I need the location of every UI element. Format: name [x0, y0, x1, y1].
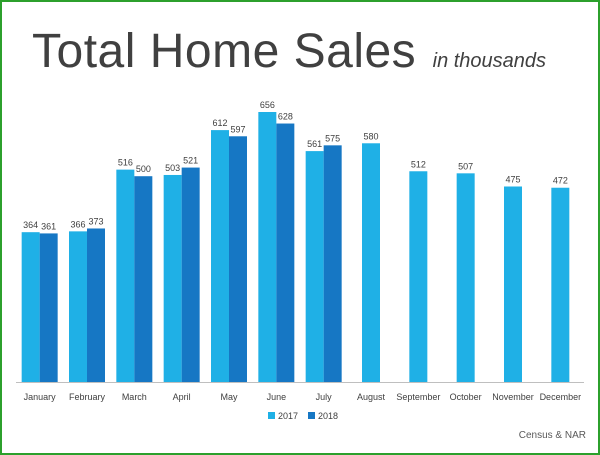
data-label-2018-january: 361 — [41, 221, 56, 231]
bar-2017-december — [551, 187, 570, 382]
data-label-2018-february: 373 — [88, 216, 103, 226]
x-tick-august: August — [357, 392, 386, 402]
data-label-2017-october: 507 — [458, 161, 473, 171]
source-note: Census & NAR — [518, 430, 586, 441]
data-label-2018-april: 521 — [183, 156, 198, 166]
legend-swatch-2018 — [308, 412, 315, 419]
legend: 2017 2018 — [268, 411, 338, 421]
data-label-2017-april: 503 — [165, 163, 180, 173]
bar-2018-april — [181, 167, 200, 382]
data-label-2017-january: 364 — [23, 220, 38, 230]
data-label-2017-august: 580 — [363, 131, 378, 141]
data-label-2017-may: 612 — [212, 118, 227, 128]
bar-2017-august — [362, 143, 380, 382]
x-tick-april: April — [173, 392, 191, 402]
data-label-2018-june: 628 — [278, 112, 293, 122]
bar-2017-november — [504, 186, 522, 382]
data-label-2017-september: 512 — [411, 159, 426, 169]
data-label-2017-march: 516 — [118, 158, 133, 168]
bar-2017-april — [163, 174, 182, 382]
x-tick-november: November — [492, 392, 534, 402]
bar-2018-january — [39, 233, 58, 382]
data-label-2018-may: 597 — [230, 124, 245, 134]
x-tick-june: June — [267, 392, 287, 402]
bar-2018-june — [276, 123, 295, 383]
legend-label-2018: 2018 — [318, 411, 338, 421]
bar-2017-july — [305, 151, 324, 382]
x-tick-october: October — [450, 392, 482, 402]
bar-2017-june — [258, 112, 277, 382]
legend-swatch-2017 — [268, 412, 275, 419]
data-label-2017-june: 656 — [260, 100, 275, 110]
x-tick-december: December — [540, 392, 582, 402]
x-tick-july: July — [316, 392, 333, 402]
data-label-2017-july: 561 — [307, 139, 322, 149]
bar-2017-january — [21, 232, 40, 382]
bar-2017-february — [69, 231, 87, 382]
bar-2018-february — [87, 228, 105, 382]
data-label-2018-march: 500 — [136, 164, 151, 174]
data-label-2017-february: 366 — [70, 219, 85, 229]
legend-label-2017: 2017 — [278, 411, 298, 421]
data-label-2017-november: 475 — [505, 174, 520, 184]
bar-2017-september — [409, 171, 428, 382]
data-label-2017-december: 472 — [553, 176, 568, 186]
bar-2017-march — [116, 169, 135, 382]
x-tick-january: January — [24, 392, 57, 402]
x-tick-may: May — [220, 392, 238, 402]
bar-2018-july — [323, 145, 342, 382]
bar-2018-may — [229, 136, 247, 382]
x-tick-march: March — [122, 392, 147, 402]
chart-title-area: Total Home Sales in thousands — [32, 24, 546, 79]
chart-subtitle: in thousands — [432, 50, 547, 72]
data-label-2018-july: 575 — [325, 133, 340, 143]
x-tick-february: February — [69, 392, 106, 402]
chart-title: Total Home Sales — [32, 25, 417, 78]
bar-2017-may — [211, 130, 229, 382]
bar-2018-march — [134, 176, 153, 382]
x-tick-september: September — [396, 392, 440, 402]
bar-2017-october — [456, 173, 475, 382]
